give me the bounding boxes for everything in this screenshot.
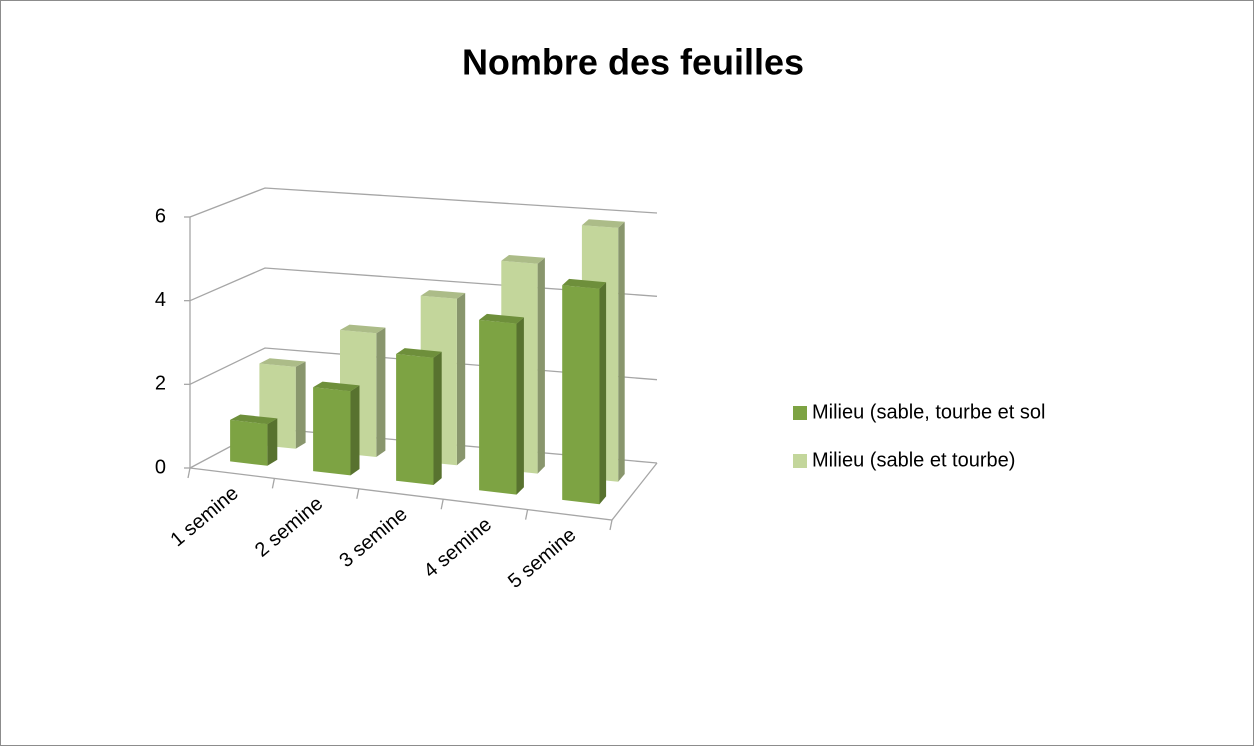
legend-label: Milieu (sable, tourbe et sol [812,401,1045,423]
y-tick-label: 0 [155,456,166,478]
bar [562,278,607,505]
bar-side [516,317,524,495]
bar-top [230,414,278,425]
bar-side [456,293,466,466]
x-tick [271,478,276,489]
bar-front [396,354,434,485]
bar-side [599,282,607,505]
bar-side [350,385,360,476]
bar-side [376,327,386,457]
bar-top [562,278,607,289]
bar-front [479,319,517,495]
bar-front [230,419,268,466]
y-tick-label: 6 [155,205,166,227]
x-tick [356,488,360,499]
legend-swatch [793,406,807,420]
bar-top [259,358,306,367]
bar-side [295,361,306,449]
bar-top [420,290,466,299]
bar-front [562,285,600,505]
x-tick [524,509,529,520]
bar-side [267,418,278,466]
bar-top [479,313,524,324]
x-tick [609,519,613,531]
chart-title: Nombre des feuilles [462,42,804,83]
y-tick-label: 2 [155,373,166,395]
bar [479,313,524,495]
bar-side [433,351,442,485]
bar-side [618,221,625,482]
grid-line [189,187,658,218]
x-tick [187,467,191,479]
bar [230,414,278,466]
y-tick-label: 4 [155,289,166,311]
bar-front [313,387,351,476]
bar-top [396,348,442,358]
bar-top [501,255,545,264]
bar [313,381,360,476]
bar-side [537,257,545,474]
bar [396,348,442,485]
legend-swatch [793,454,807,468]
bar-top [340,324,386,334]
bar-top [581,219,625,228]
bar-top [313,381,360,392]
legend-label: Milieu (sable et tourbe) [812,449,1015,471]
x-tick [440,499,444,510]
